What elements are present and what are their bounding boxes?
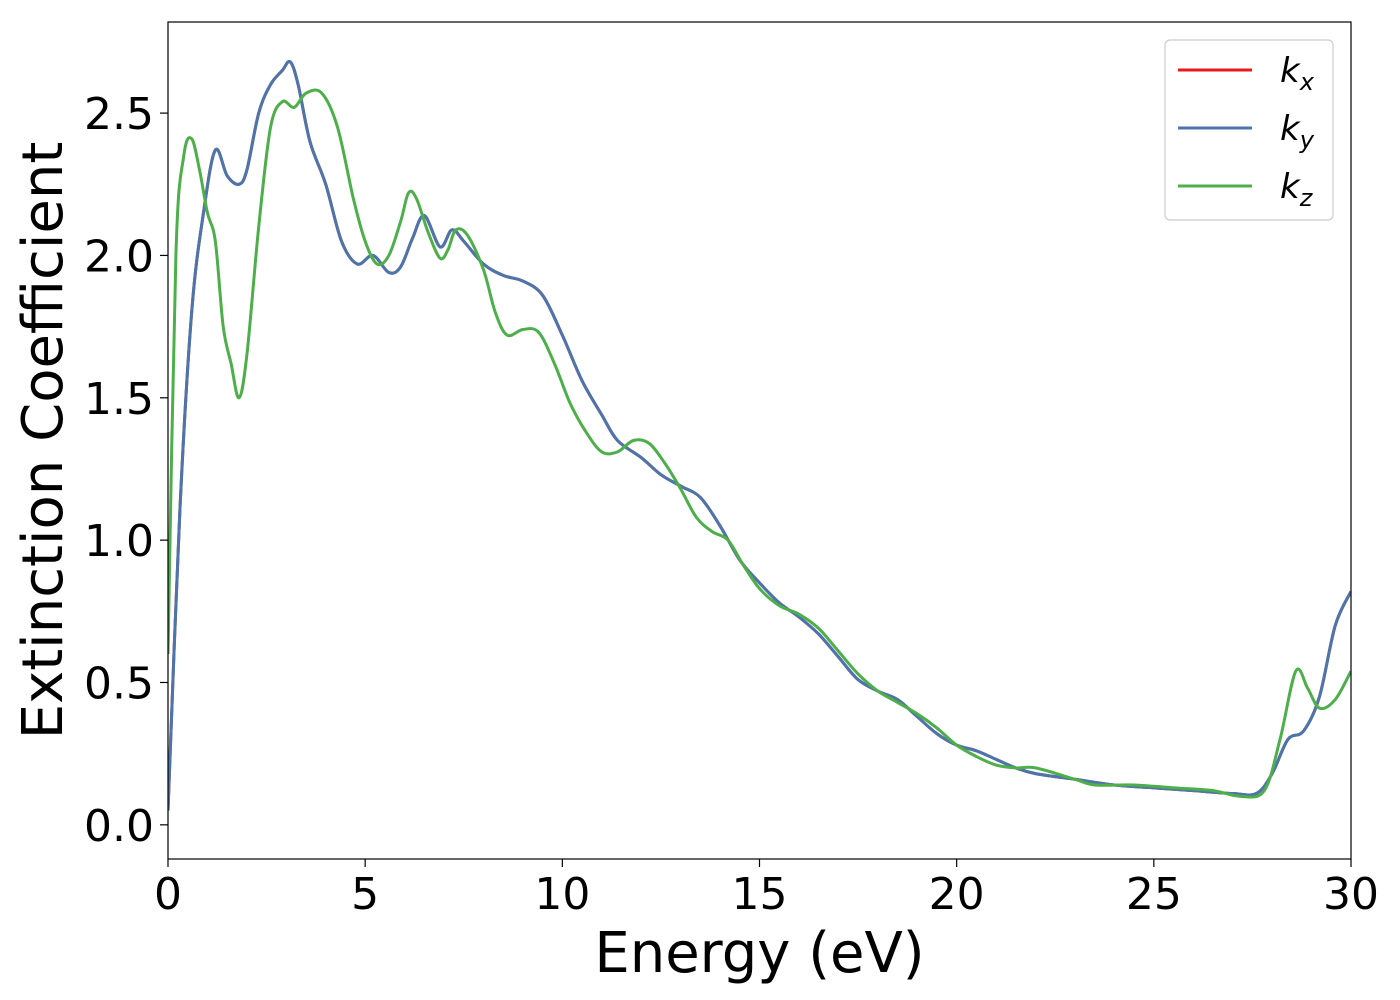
x-tick-label: 10 — [534, 869, 590, 920]
plot-series — [168, 59, 1351, 811]
y-tick-label: 2.0 — [84, 231, 154, 282]
y-tick-label: 2.5 — [84, 89, 154, 140]
y-axis-ticks: 0.0 0.5 1.0 1.5 2.0 2.5 — [84, 89, 168, 852]
y-tick-label: 1.0 — [84, 516, 154, 567]
x-tick-label: 25 — [1126, 869, 1182, 920]
y-tick-label: 0.5 — [84, 658, 154, 709]
x-tick-label: 5 — [351, 869, 379, 920]
x-tick-label: 15 — [732, 869, 788, 920]
x-tick-label: 0 — [154, 869, 182, 920]
legend-box — [1164, 39, 1334, 221]
x-axis-label: Energy (eV) — [594, 921, 924, 986]
x-tick-label: 30 — [1323, 869, 1379, 920]
series-line-z — [168, 88, 1351, 799]
y-tick-label: 1.5 — [84, 374, 154, 425]
x-tick-label: 20 — [929, 869, 985, 920]
y-axis-label: Extinction Coefficient — [11, 142, 76, 740]
x-axis-ticks: 0 5 10 15 20 25 30 — [154, 859, 1379, 920]
legend-item-y: ky — [1178, 109, 1315, 154]
y-tick-label: 0.0 — [84, 801, 154, 852]
